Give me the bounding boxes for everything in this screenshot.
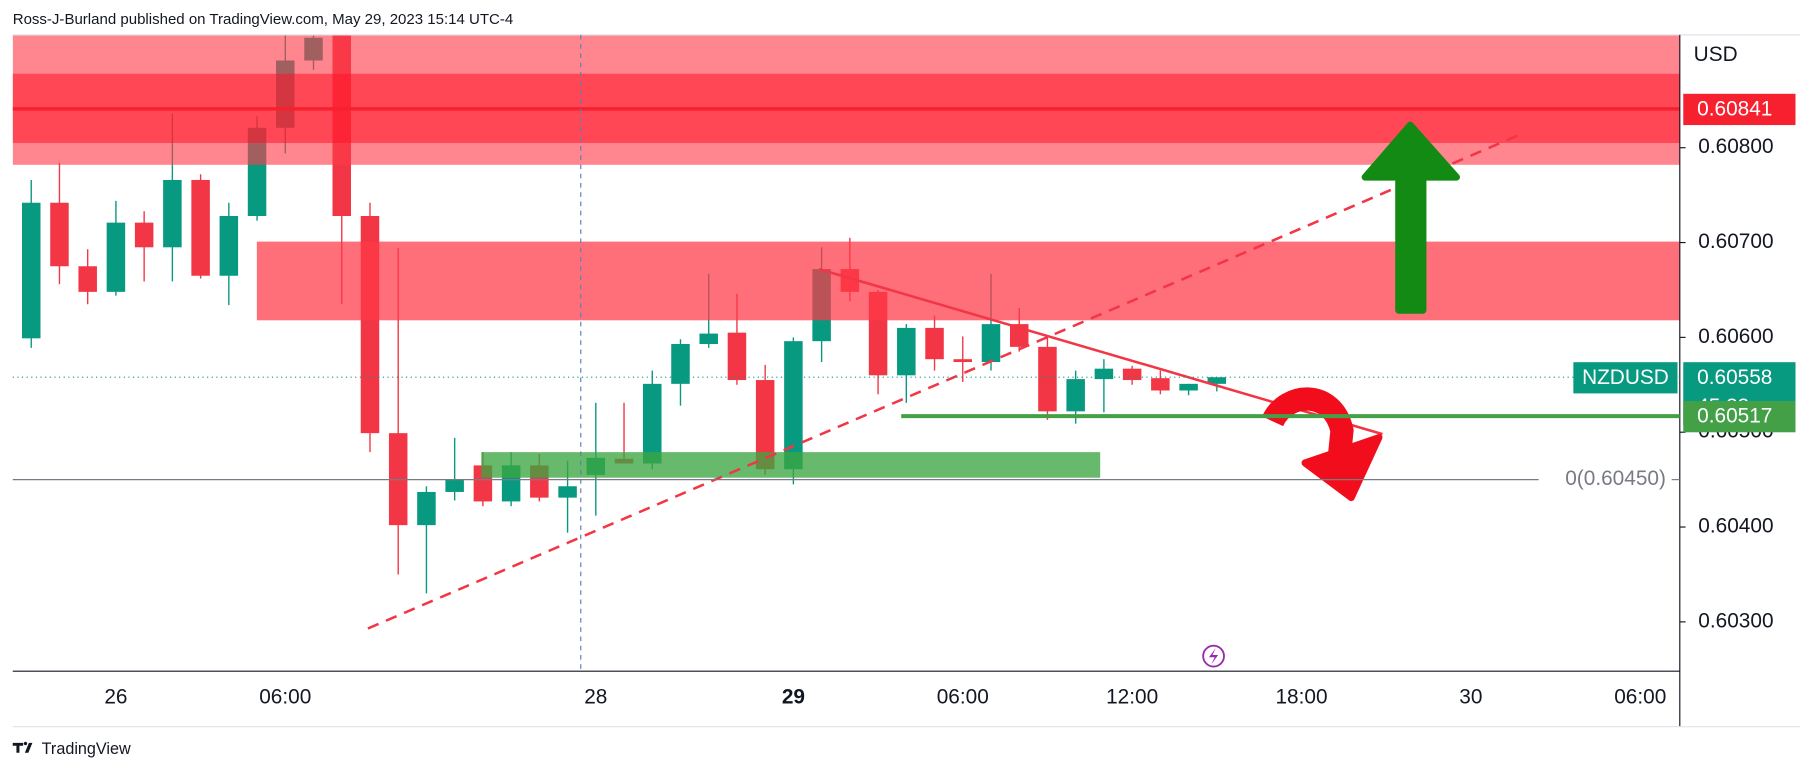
tradingview-logo <box>12 741 33 753</box>
candle-body <box>925 327 944 360</box>
candle-body <box>784 341 803 470</box>
candle-body <box>1179 383 1198 391</box>
events-icon[interactable] <box>1202 644 1225 668</box>
candle-body <box>953 359 973 363</box>
price-zone <box>256 241 1680 321</box>
publisher-header: Ross-J-Burland published on TradingView.… <box>13 11 514 28</box>
candle-body <box>558 486 577 498</box>
candle-body <box>106 222 126 292</box>
candle-body <box>445 479 464 492</box>
candle-body <box>21 202 41 339</box>
candle-body <box>671 344 690 384</box>
y-tick-label: 0.60400 <box>1698 515 1773 538</box>
y-tick-label: 0.60300 <box>1698 609 1773 632</box>
resistance-tag <box>1683 93 1796 126</box>
y-tick-label: 0.60700 <box>1698 230 1773 253</box>
x-tick-label: 28 <box>584 685 607 708</box>
candle-body <box>1151 378 1170 391</box>
plot-area <box>12 34 1680 630</box>
x-tick-label: 18:00 <box>1275 685 1327 708</box>
candle-body <box>727 332 747 381</box>
candle-body <box>1066 379 1085 412</box>
candle-body <box>134 222 154 248</box>
candle-body <box>1207 377 1227 384</box>
candle-body <box>981 324 1001 363</box>
candle-body <box>219 216 239 276</box>
candle-body <box>755 380 775 470</box>
candle-body <box>1038 346 1057 412</box>
up-arrow <box>1361 121 1460 314</box>
price-zone <box>481 452 1101 478</box>
x-tick-label: 06:00 <box>937 685 989 708</box>
candle-body <box>1122 368 1142 381</box>
candle-body <box>50 202 69 267</box>
candle-body <box>699 333 718 345</box>
candle-body <box>191 179 210 276</box>
down-arrow <box>1262 387 1383 502</box>
candle-body <box>1094 368 1114 380</box>
x-tick-label: 26 <box>104 685 127 708</box>
x-tick-label: 12:00 <box>1106 685 1158 708</box>
currency-label: USD <box>1694 43 1738 66</box>
x-tick-label: 06:00 <box>259 685 311 708</box>
candle-body <box>897 327 916 376</box>
y-tick-label: 0.60800 <box>1698 135 1773 158</box>
current-price-tag-text: 0.60558 <box>1697 366 1772 389</box>
x-tick-label: 29 <box>782 685 805 708</box>
symbol-tag-text: NZDUSD <box>1582 366 1669 389</box>
candle-body <box>417 491 436 526</box>
support-tag-text: 0.60517 <box>1697 405 1772 428</box>
x-tick-label: 06:00 <box>1614 685 1666 708</box>
y-tick-label: 0.60600 <box>1698 325 1773 348</box>
x-tick-label: 30 <box>1459 685 1482 708</box>
trendline <box>367 132 1523 630</box>
candle-body <box>163 179 182 248</box>
fib-label: 0(0.60450) <box>1565 467 1666 490</box>
footer-brand: TradingView <box>42 740 131 758</box>
candle-body <box>642 383 662 464</box>
symbol-tag <box>1573 362 1678 394</box>
candle-body <box>78 266 97 292</box>
support-tag <box>1683 401 1796 433</box>
resistance-tag-text: 0.60841 <box>1697 98 1772 121</box>
